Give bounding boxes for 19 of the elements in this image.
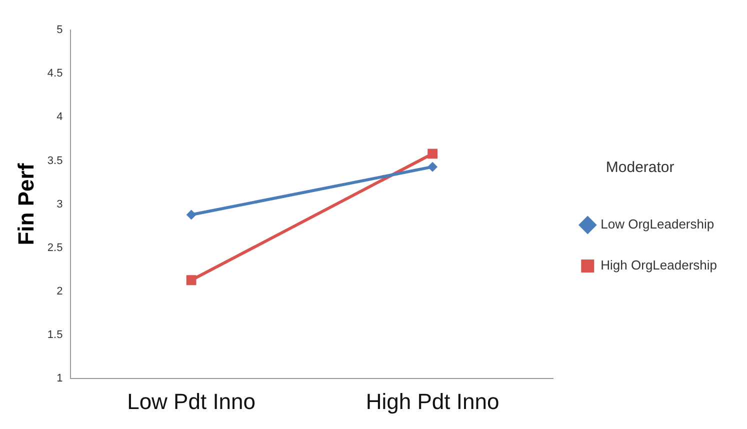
legend-label: High OrgLeadership xyxy=(600,258,718,273)
x-tick-label: High Pdt Inno xyxy=(366,388,500,414)
y-axis-title: Fin Perf xyxy=(13,162,38,246)
x-tick-label: Low Pdt Inno xyxy=(127,388,256,414)
y-tick-label: 1 xyxy=(56,372,63,385)
legend-label: Low OrgLeadership xyxy=(600,216,714,232)
point xyxy=(186,275,196,286)
point xyxy=(186,210,196,220)
y-tick-label: 3 xyxy=(56,198,63,210)
y-tick-label: 1.5 xyxy=(47,329,63,342)
legend-title: Moderator xyxy=(606,159,674,176)
point xyxy=(428,148,438,159)
y-tick-label: 4 xyxy=(56,111,63,124)
y-tick-label: 4.5 xyxy=(47,68,63,80)
y-tick-label: 3.5 xyxy=(47,154,63,167)
y-tick-label: 2 xyxy=(56,285,63,298)
y-tick-label: 5 xyxy=(56,24,63,36)
y-tick-label: 2.5 xyxy=(47,242,63,254)
point xyxy=(428,162,438,172)
